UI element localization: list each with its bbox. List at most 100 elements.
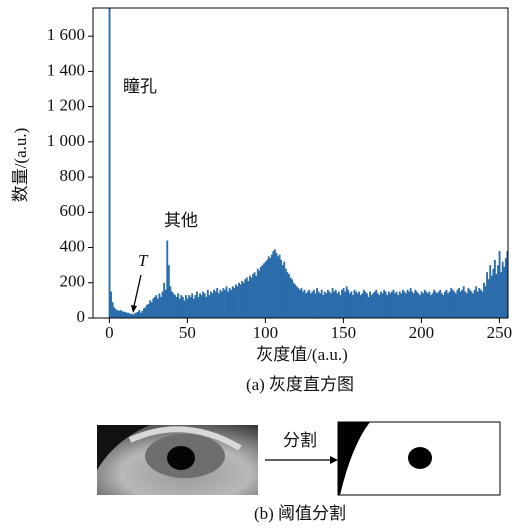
bar (347, 289, 350, 318)
bar (222, 288, 225, 318)
bar (153, 296, 156, 318)
bar (233, 288, 236, 318)
bar (272, 251, 275, 318)
bar (135, 312, 137, 318)
bar (429, 295, 432, 318)
annotation: 瞳孔 (123, 77, 157, 96)
bar (375, 289, 378, 318)
bar (459, 291, 462, 318)
bar (124, 311, 127, 318)
bar (214, 291, 217, 318)
bar (453, 291, 456, 318)
bar (171, 291, 173, 318)
binary-pupil (408, 447, 432, 469)
annotation: T (138, 251, 149, 270)
bar (188, 295, 191, 318)
bar (498, 251, 501, 318)
bar (319, 293, 322, 318)
bar (177, 293, 180, 318)
bar (161, 291, 164, 318)
bar (412, 293, 415, 318)
bar (278, 254, 281, 318)
bar (330, 293, 333, 318)
x-tick-label: 250 (487, 323, 513, 342)
bar (249, 275, 251, 318)
x-tick-label: 100 (253, 323, 279, 342)
bar (483, 282, 485, 318)
bar (242, 282, 245, 318)
bar (397, 295, 400, 318)
bar (163, 282, 166, 318)
bar (317, 291, 320, 318)
bar (425, 291, 428, 318)
bar (400, 293, 403, 318)
bar (160, 296, 162, 318)
bar (467, 288, 470, 318)
bar (291, 279, 293, 318)
bar (405, 293, 407, 318)
bar (158, 293, 161, 318)
bar (358, 291, 361, 318)
bar (216, 288, 219, 318)
bar (306, 291, 309, 318)
bar (386, 295, 389, 318)
y-tick-label: 600 (60, 201, 86, 220)
bar (183, 300, 186, 318)
caption: (b) 阈值分割 (254, 504, 346, 523)
bar (121, 310, 123, 318)
bar (194, 295, 197, 318)
bar (372, 293, 375, 318)
bar (353, 289, 356, 318)
plot-frame (92, 7, 509, 319)
bar (130, 313, 133, 318)
eye-shadow (97, 425, 150, 470)
bar (415, 291, 418, 318)
bar (169, 286, 172, 318)
bar (462, 286, 465, 318)
bar (409, 288, 412, 318)
bar (339, 295, 342, 318)
bar (506, 251, 509, 318)
bar (269, 258, 272, 318)
y-tick-label: 200 (60, 272, 86, 291)
bar (258, 270, 261, 318)
bar (231, 286, 234, 318)
bar (406, 289, 409, 318)
bar (395, 291, 398, 318)
bar (267, 256, 270, 318)
bar (456, 289, 459, 318)
bar (236, 286, 239, 318)
bar (264, 261, 267, 318)
bar (149, 300, 152, 318)
bar (503, 266, 506, 318)
bar (431, 293, 434, 318)
bar (370, 295, 373, 318)
bar (144, 307, 147, 318)
bar (298, 289, 301, 318)
bar (426, 293, 429, 318)
bar (451, 289, 454, 318)
bar (341, 289, 343, 318)
bar (478, 288, 481, 318)
bar (423, 289, 426, 318)
bar (197, 296, 200, 318)
bar (428, 291, 431, 318)
bar (294, 284, 297, 318)
bar (180, 295, 183, 318)
bar (380, 291, 382, 318)
bar (292, 282, 295, 318)
annotation-arrow (133, 274, 142, 307)
bar (337, 291, 340, 318)
bar (495, 273, 498, 318)
bar (277, 256, 279, 318)
y-tick-label: 1 600 (47, 25, 85, 44)
bar (295, 286, 298, 318)
bar (322, 295, 325, 318)
bar (155, 295, 158, 318)
bar (472, 293, 474, 318)
bar (497, 265, 499, 318)
bar (280, 259, 283, 318)
bar (376, 293, 379, 318)
bar (217, 293, 220, 318)
bar (191, 293, 194, 318)
